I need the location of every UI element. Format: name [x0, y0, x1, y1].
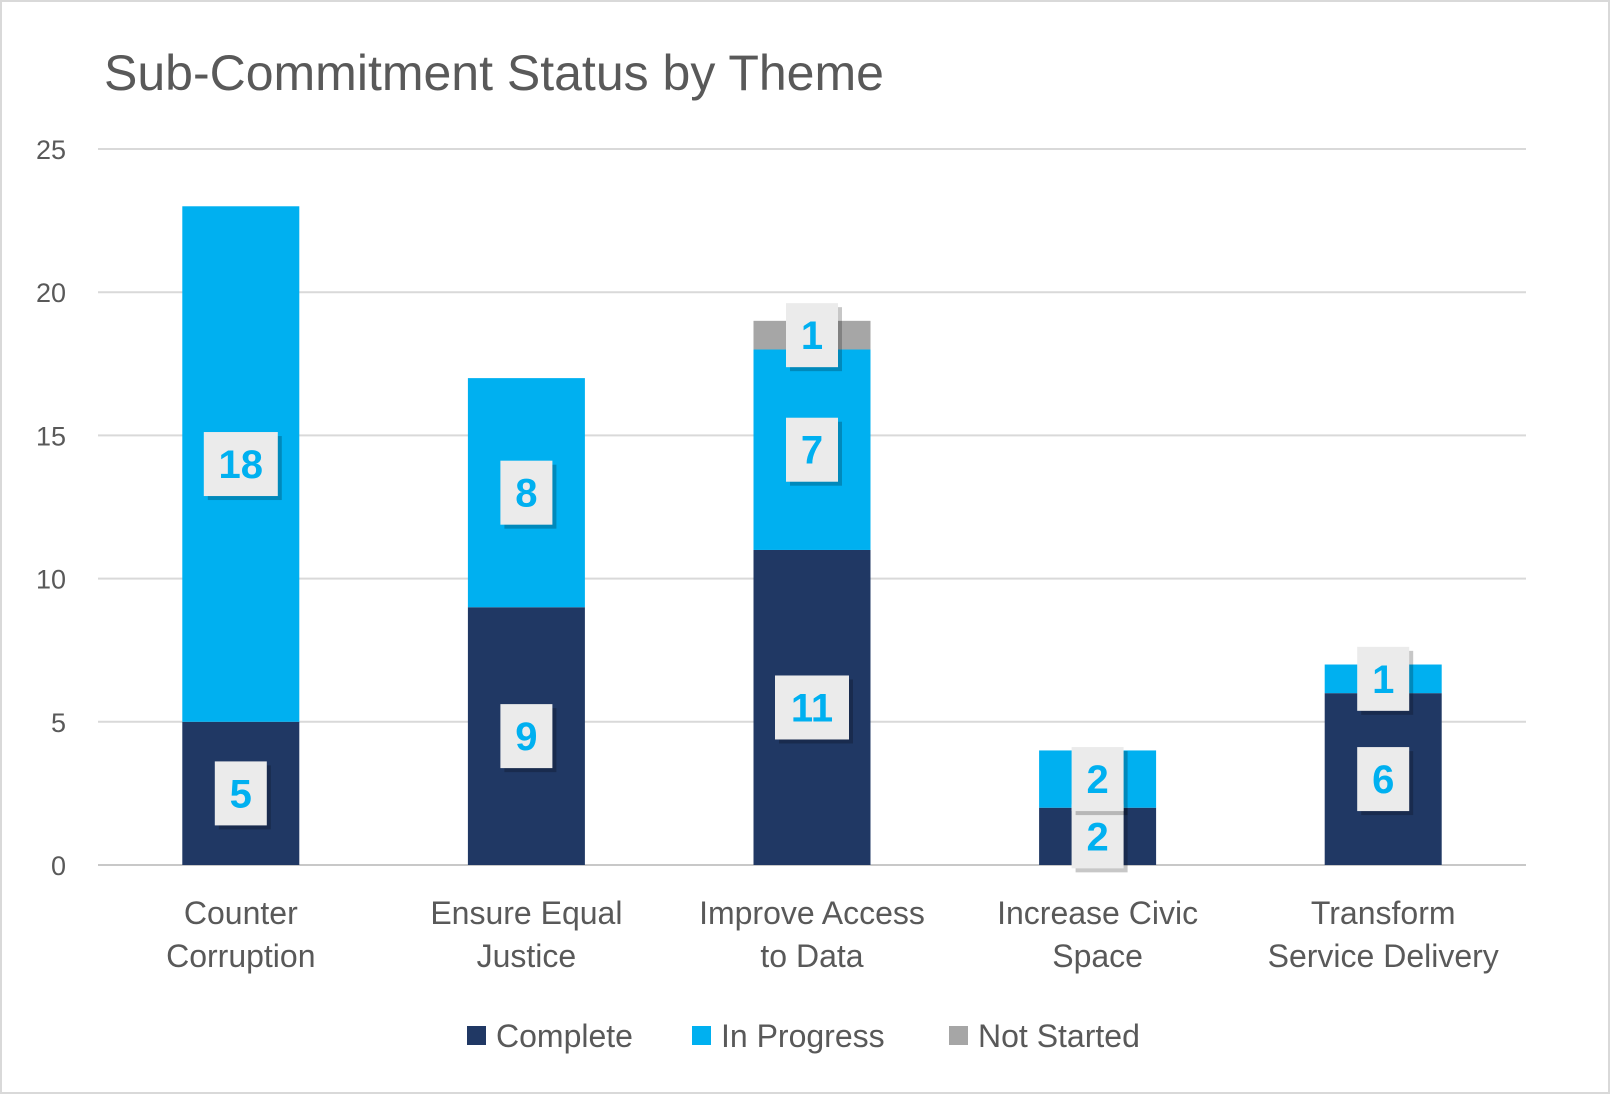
- data-label-box: [775, 675, 849, 740]
- legend-item: In Progress: [692, 1018, 885, 1054]
- data-label: 9: [500, 704, 557, 773]
- legend-label: Complete: [496, 1018, 633, 1054]
- data-label-box: [786, 303, 838, 368]
- data-label-value: 6: [1372, 758, 1394, 802]
- x-category-label: Counter Corruption: [166, 895, 315, 974]
- legend: Complete In Progress Not Started: [467, 1018, 1140, 1054]
- x-category-label: Ensure Equal Justice: [430, 895, 622, 974]
- legend-item: Not Started: [949, 1018, 1140, 1054]
- data-label-value: 1: [1372, 658, 1394, 702]
- data-label-value: 8: [515, 472, 537, 516]
- data-label: 1: [1357, 646, 1414, 715]
- data-label-box: [1357, 646, 1410, 711]
- data-label-box: [500, 460, 553, 525]
- data-label-box: [1071, 804, 1124, 869]
- legend-swatch: [467, 1026, 486, 1045]
- x-category-label: Improve Access to Data: [699, 895, 925, 974]
- y-tick-label: 15: [36, 421, 66, 451]
- data-label: 7: [786, 417, 842, 486]
- data-label-box: [786, 417, 838, 482]
- y-tick-label: 25: [36, 135, 66, 165]
- data-label-box: [1071, 747, 1124, 812]
- data-label-value: 18: [219, 443, 264, 487]
- data-label: 8: [500, 460, 557, 529]
- data-label: 11: [775, 675, 853, 744]
- data-label-value: 11: [791, 686, 833, 730]
- x-category-label: Increase Civic Space: [997, 895, 1198, 974]
- y-tick-label: 5: [51, 708, 66, 738]
- data-label-value: 2: [1086, 815, 1108, 859]
- data-labels: 5 18 9 8 11 7 1 2 2 6 1: [203, 303, 1414, 873]
- y-tick-label: 0: [51, 851, 66, 881]
- legend-swatch: [692, 1026, 711, 1045]
- data-label: 5: [214, 761, 271, 830]
- chart-title: Sub-Commitment Status by Theme: [104, 45, 884, 101]
- data-label-box: [1357, 747, 1410, 812]
- y-tick-label: 10: [36, 565, 66, 595]
- legend-swatch: [949, 1026, 968, 1045]
- data-label-box: [500, 704, 553, 769]
- legend-item: Complete: [467, 1018, 633, 1054]
- data-label-value: 2: [1086, 758, 1108, 802]
- legend-label: In Progress: [721, 1018, 885, 1054]
- x-category-label: Transform Service Delivery: [1268, 895, 1499, 974]
- data-label-value: 7: [801, 429, 823, 473]
- data-label-box: [203, 432, 278, 497]
- y-axis-ticks: 0 5 10 15 20 25: [36, 135, 66, 881]
- data-label: 18: [203, 432, 282, 501]
- legend-label: Not Started: [978, 1018, 1140, 1054]
- data-label: 1: [786, 303, 842, 372]
- data-label: 6: [1357, 747, 1414, 816]
- y-tick-label: 20: [36, 278, 66, 308]
- data-label-value: 5: [230, 772, 252, 816]
- data-label-box: [214, 761, 267, 826]
- data-label: 2: [1071, 804, 1128, 873]
- data-label-value: 1: [801, 314, 823, 358]
- data-label: 2: [1071, 747, 1128, 816]
- data-label-value: 9: [515, 715, 537, 759]
- x-axis-categories: Counter Corruption Ensure Equal Justice Impr…: [166, 895, 1499, 974]
